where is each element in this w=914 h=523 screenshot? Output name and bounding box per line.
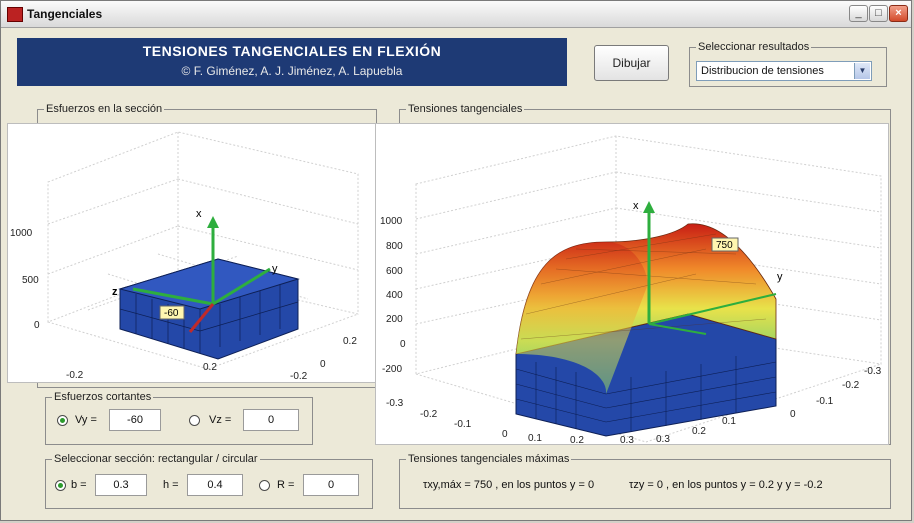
left-z-tick: 0 [34,320,40,331]
right-front-tick: 0 [502,429,508,440]
right-front-tick: 0.2 [570,435,584,444]
max-stress-xy-text: τxy,máx = 750 , en los puntos y = 0 [423,479,595,491]
r-label: R = [277,479,295,491]
h-label: h = [163,479,179,491]
right-axis-y-label: y [777,271,783,283]
surface-front-face [516,242,648,394]
right-z-tick: -200 [382,364,402,375]
authors-credit: © F. Giménez, A. J. Jiménez, A. Lapuebla [181,64,403,78]
section-group: Seleccionar sección: rectangular / circu… [45,453,373,509]
value-tag [159,305,185,320]
right-plot-canvas: x y 750 1000 800 600 400 200 0 -200 -0.3… [380,135,882,446]
right-side-tick: 0.3 [656,434,670,444]
window-title: Tangenciales [27,7,103,21]
right-front-tick: -0.2 [420,409,438,420]
rectangular-radio[interactable] [55,480,66,491]
axis-y-line [648,293,777,325]
left-plot-canvas: x y z -60 1000 500 0 -0.2 0 0.2 0.2 0 -0… [10,131,359,395]
left-x-tick: -0.2 [66,370,84,381]
left-axis-x-label: x [196,208,202,220]
maximize-button[interactable]: □ [869,5,888,22]
shear-legend: Esfuerzos cortantes [54,391,152,403]
value-tag [711,237,739,252]
left-y-tick: 0.2 [343,336,357,347]
axis-x-head [643,201,655,213]
title-banner: TENSIONES TANGENCIALES EN FLEXIÓN © F. G… [17,38,567,86]
results-legend: Seleccionar resultados [698,41,810,53]
title-bar[interactable]: Tangenciales _ □ × [1,1,911,28]
left-plot-legend: Esfuerzos en la sección [46,103,163,115]
left-axis-z-label: z [112,286,118,298]
b-label: b = [71,479,87,491]
shear-vector [188,303,215,333]
close-button[interactable]: × [889,5,908,22]
right-axis-x-label: x [633,200,639,212]
axis-z-line [648,323,707,335]
right-plot-axes[interactable]: x y 750 1000 800 600 400 200 0 -200 -0.3… [375,123,889,446]
left-z-tick: 500 [22,275,39,286]
right-z-tick: 400 [386,290,403,301]
right-plot-legend: Tensiones tangenciales [408,103,523,115]
prism-mesh [515,356,777,432]
left-z-tick: 1000 [10,228,33,239]
left-axis-y-label: y [272,263,278,275]
right-z-tick: 1000 [380,216,403,227]
right-front-tick: -0.1 [454,419,472,430]
draw-button[interactable]: Dibujar [594,45,669,81]
section-legend: Seleccionar sección: rectangular / circu… [54,453,258,465]
right-side-tick: 0.1 [722,416,736,427]
vy-label: Vy = [75,414,97,426]
figure-client-area: TENSIONES TANGENCIALES EN FLEXIÓN © F. G… [5,28,907,518]
section-top-face [118,258,300,310]
h-input[interactable]: 0.4 [187,474,243,496]
max-stress-zy-text: τzy = 0 , en los puntos y = 0.2 y y = -0… [629,479,823,491]
right-z-tick: 800 [386,241,403,252]
right-front-tick: 0.3 [620,435,634,444]
right-side-tick: 0 [790,409,796,420]
right-side-tick: 0.2 [692,426,706,437]
b-input[interactable]: 0.3 [95,474,147,496]
right-front-tick: 0.1 [528,433,542,444]
r-input[interactable]: 0 [303,474,359,496]
right-z-tick: 600 [386,266,403,277]
vy-radio[interactable] [57,415,68,426]
results-group: Seleccionar resultados Distribucion de t… [689,41,887,87]
minimize-button[interactable]: _ [849,5,868,22]
chevron-down-icon[interactable]: ▼ [854,63,870,79]
results-selected-value: Distribucion de tensiones [701,65,824,77]
right-front-tick: -0.3 [386,398,404,409]
right-z-tick: 200 [386,314,403,325]
circular-radio[interactable] [259,480,270,491]
left-y-tick: 0 [320,359,326,370]
shear-forces-group: Esfuerzos cortantes [45,391,313,445]
left-y-tick: -0.2 [290,371,308,382]
right-side-tick: -0.3 [864,366,882,377]
matlab-icon [7,7,23,22]
left-value-label: -60 [164,308,179,319]
axis-x-head [207,216,219,228]
results-select[interactable]: Distribucion de tensiones ▼ [696,61,872,81]
surface-mesh [520,233,767,340]
vz-label: Vz = [209,414,232,426]
vy-input[interactable]: -60 [109,409,161,431]
right-z-tick: 0 [400,339,406,350]
left-plot-axes[interactable]: x y z -60 1000 500 0 -0.2 0 0.2 0.2 0 -0… [7,123,377,395]
vz-input[interactable]: 0 [243,409,299,431]
app-heading: TENSIONES TANGENCIALES EN FLEXIÓN [142,43,442,59]
axis-z-arrow [132,287,214,306]
max-stress-group: Tensiones tangenciales máximas [399,453,891,509]
max-stress-legend: Tensiones tangenciales máximas [408,453,570,465]
axis-y-arrow [212,267,271,306]
right-side-tick: -0.1 [816,396,834,407]
right-value-label: 750 [716,240,733,251]
vz-radio[interactable] [189,415,200,426]
right-side-tick: -0.2 [842,380,860,391]
left-x-tick: 0.2 [203,362,217,373]
